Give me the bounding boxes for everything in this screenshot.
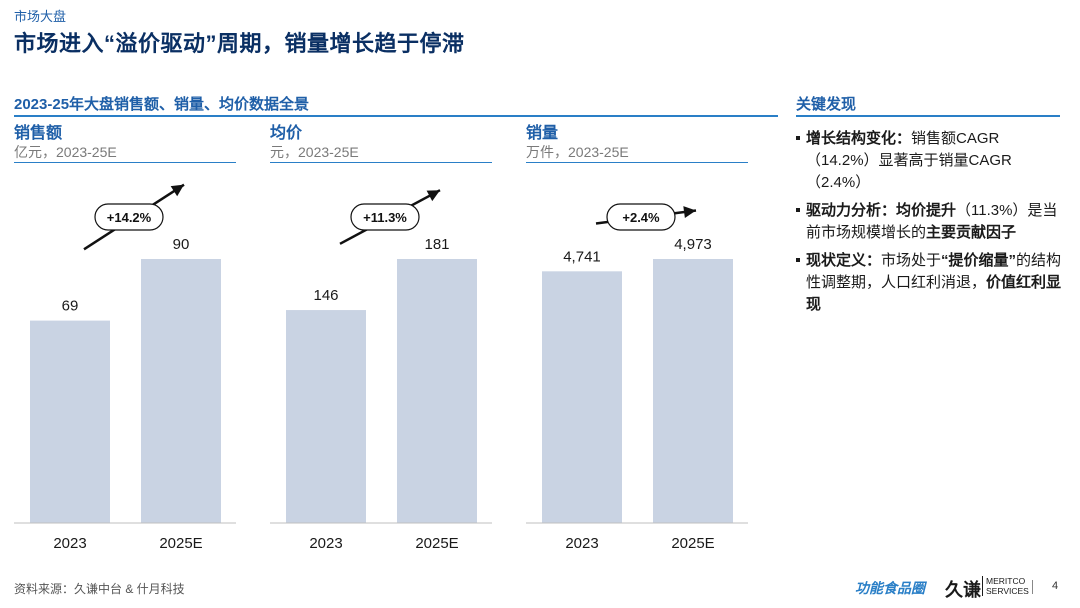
bullet-icon — [796, 208, 800, 212]
finding-text: 市场处于 — [881, 252, 942, 269]
growth-label: +2.4% — [622, 210, 660, 225]
finding-text: 驱动力分析：均价提升 — [806, 202, 957, 219]
subtitle-rule — [14, 115, 778, 117]
bar-value-label: 4,741 — [563, 248, 601, 265]
bar-value-label: 90 — [173, 236, 190, 253]
key-findings-rule — [796, 115, 1060, 117]
chart-unit-price: 元，2023-25E — [270, 144, 359, 160]
bar-value-label: 4,973 — [674, 236, 712, 253]
growth-arrow-head — [683, 206, 696, 219]
chart-unit-sales: 亿元，2023-25E — [14, 144, 117, 160]
category-label: 2025E — [159, 535, 202, 552]
meritco-logo-line2: SERVICES — [986, 586, 1029, 596]
bar-value-label: 146 — [313, 287, 338, 304]
category-label: 2025E — [415, 535, 458, 552]
chart-panel-sales: 销售额 亿元，2023-25E 69 2023 90 2025E +14.2% — [14, 0, 254, 608]
meritco-logo-cn: 久谦 — [945, 580, 981, 600]
bar — [397, 259, 477, 523]
finding-text: 的结构性调整期，人口红利消退， — [806, 252, 1062, 291]
section-tag: 市场大盘 — [14, 9, 67, 24]
bar-value-label: 69 — [62, 298, 79, 315]
chart-title-volume: 销量 — [526, 125, 559, 142]
finding-text: 价值红利显现 — [806, 274, 1062, 313]
category-label: 2025E — [671, 535, 714, 552]
bar-chart-price: 146 2023 181 2025E +11.3% — [270, 189, 492, 552]
finding-text: “提价缩量” — [941, 252, 1017, 269]
growth-arrow-head — [426, 190, 440, 202]
category-label: 2023 — [565, 535, 598, 552]
bar — [141, 259, 221, 523]
meritco-logo-en: MERITCO SERVICES — [982, 576, 1029, 596]
key-finding-item: 现状定义：市场处于“提价缩量”的结构性调整期，人口红利消退，价值红利显现 — [796, 250, 1064, 316]
charts-subtitle: 2023-25年大盘销售额、销量、均价数据全景 — [14, 96, 310, 113]
finding-text: 主要贡献因子 — [926, 224, 1017, 241]
bar — [286, 310, 366, 523]
bullet-icon — [796, 258, 800, 262]
growth-arrow-head — [170, 184, 184, 197]
finding-text: （11.3%）是当前市场规模增长的 — [806, 202, 1058, 241]
bullet-icon — [796, 136, 800, 140]
chart-panel-volume: 销量 万件，2023-25E 4,741 2023 4,973 2025E +2.4% — [526, 0, 766, 608]
key-findings-list: 增长结构变化：销售额CAGR（14.2%）显著高于销量CAGR（2.4%） 驱动… — [796, 128, 1064, 322]
bar — [653, 259, 733, 523]
growth-badge — [350, 203, 420, 231]
growth-label: +14.2% — [107, 210, 152, 225]
chart-title-sales: 销售额 — [14, 125, 63, 142]
chart-unit-volume: 万件，2023-25E — [526, 144, 629, 160]
finding-text: 增长结构变化： — [806, 130, 912, 147]
growth-badge — [94, 203, 164, 231]
bar — [30, 320, 110, 523]
page-title: 市场进入“溢价驱动”周期，销量增长趋于停滞 — [14, 31, 465, 56]
bar-chart-sales: 69 2023 90 2025E +14.2% — [14, 183, 236, 552]
bar-chart-volume: 4,741 2023 4,973 2025E +2.4% — [526, 203, 748, 552]
source-note: 资料来源：久谦中台 & 什月科技 — [14, 582, 185, 596]
category-label: 2023 — [53, 535, 86, 552]
meritco-logo-line1: MERITCO — [986, 576, 1026, 586]
chart-title-price: 均价 — [270, 125, 303, 142]
growth-label: +11.3% — [363, 210, 407, 225]
footer-divider — [1032, 580, 1033, 594]
chart-rule-price — [270, 162, 492, 163]
category-label: 2023 — [309, 535, 342, 552]
bar-value-label: 181 — [424, 236, 449, 253]
bar — [542, 271, 622, 523]
finding-text: 销售额CAGR（14.2%）显著高于销量CAGR（2.4%） — [806, 130, 1012, 191]
finding-text: 现状定义： — [806, 252, 882, 269]
functional-food-logo: 功能食品圈 — [855, 580, 925, 596]
key-findings-title: 关键发现 — [796, 96, 857, 113]
growth-badge — [606, 203, 676, 231]
chart-panel-price: 均价 元，2023-25E 146 2023 181 2025E +11.3% — [270, 0, 510, 608]
chart-rule-volume — [526, 162, 748, 163]
chart-rule-sales — [14, 162, 236, 163]
key-finding-item: 增长结构变化：销售额CAGR（14.2%）显著高于销量CAGR（2.4%） — [796, 128, 1064, 194]
key-finding-item: 驱动力分析：均价提升（11.3%）是当前市场规模增长的主要贡献因子 — [796, 200, 1064, 244]
page-number: 4 — [1052, 580, 1059, 592]
